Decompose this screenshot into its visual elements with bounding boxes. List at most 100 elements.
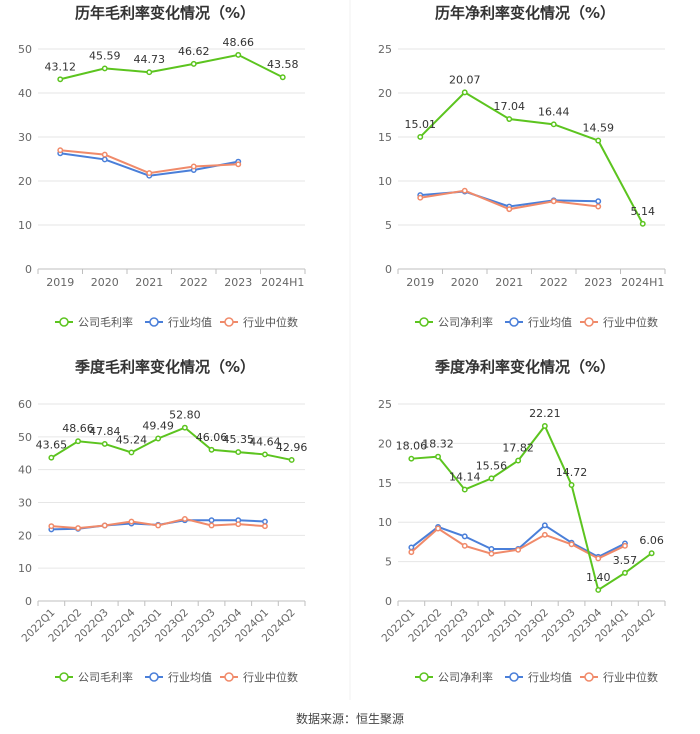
data-point-company [128,449,135,456]
data-point-company [506,116,513,122]
legend-marker [509,317,519,327]
legend-label: 行业均值 [168,316,212,329]
legend-item-company[interactable]: 公司净利率 [415,315,493,329]
data-label: 43.12 [45,60,77,73]
legend-item-median[interactable]: 行业中位数 [580,670,658,684]
data-point-median [461,187,468,194]
legend-marker [224,317,234,327]
data-point-median [488,550,495,557]
chart-title: 季度毛利率变化情况（%） [75,358,255,376]
legend-item-mean[interactable]: 行业均值 [145,316,212,329]
legend-marker [224,672,234,682]
data-point-mean [208,517,215,524]
data-point-company [101,440,108,447]
data-label: 46.06 [196,431,228,444]
legend-item-company[interactable]: 公司净利率 [415,670,493,684]
y-tick-label: 10 [378,516,392,529]
legend-label: 公司净利率 [438,315,493,329]
x-tick-label: 2024H1 [621,276,664,289]
legend-label: 行业中位数 [603,670,658,684]
y-tick-label: 20 [378,437,392,450]
chart-panel-3: 季度毛利率变化情况（%）01020304050602022Q12022Q2202… [18,358,307,684]
data-point-company [595,137,602,144]
legend-item-mean[interactable]: 行业均值 [505,316,572,329]
legend-item-median[interactable]: 行业中位数 [220,315,298,329]
data-point-median [262,523,268,530]
data-point-company [279,74,286,81]
legend-item-mean[interactable]: 行业均值 [505,671,572,684]
data-point-mean [488,546,495,552]
data-point-company [57,76,64,83]
data-label: 5.14 [631,205,656,218]
data-point-median [155,522,162,529]
data-point-median [595,555,602,562]
data-point-company [101,65,108,72]
data-label: 45.59 [89,49,121,62]
legend-label: 行业中位数 [243,670,298,684]
data-point-median [146,170,153,177]
data-point-median [515,546,522,553]
y-tick-label: 15 [378,477,392,490]
x-tick-label: 2022 [180,276,208,289]
data-point-company [288,456,295,463]
legend-item-median[interactable]: 行业中位数 [220,670,298,684]
data-point-company [648,550,655,557]
data-label: 3.57 [613,554,638,567]
data-point-median [408,549,415,556]
y-tick-label: 0 [25,263,32,276]
legend-item-mean[interactable]: 行业均值 [145,671,212,684]
legend-label: 公司净利率 [438,670,493,684]
y-tick-label: 20 [18,175,32,188]
data-label: 42.96 [276,441,308,454]
chart-title: 季度净利率变化情况（%） [435,358,615,376]
data-point-mean [595,198,602,205]
data-point-median [190,163,197,170]
x-tick-label: 2023 [584,276,612,289]
y-tick-label: 30 [18,131,32,144]
data-point-median [48,523,55,530]
data-label: 48.66 [223,36,255,49]
y-tick-label: 40 [18,87,32,100]
data-point-median [461,542,468,549]
data-point-company [208,446,215,453]
chart-title: 历年毛利率变化情况（%） [75,4,255,22]
y-tick-label: 30 [18,497,32,510]
chart-panel-1: 历年毛利率变化情况（%） 0 10 20 30 40 50 2019 2020 2021 2022 2… [18,4,306,329]
x-tick-label: 2020 [91,276,119,289]
data-point-median [101,522,108,529]
data-label: 14.72 [556,466,588,479]
data-point-company [488,475,495,482]
data-point-company [435,453,441,460]
data-point-mean [101,156,108,163]
x-tick-label: 2022 [540,276,568,289]
y-tick-label: 5 [385,219,392,232]
data-label: 45.35 [223,433,255,446]
legend-item-median[interactable]: 行业中位数 [580,315,658,329]
data-point-company [235,51,242,58]
data-point-company [639,220,646,227]
data-point-company [235,449,242,456]
data-label: 14.14 [449,471,481,484]
data-label: 14.59 [583,122,615,135]
chart-panel-2: 历年净利率变化情况（%） 0 5 10 15 20 25 2019 2020 2021 2022 20… [378,4,666,329]
legend-item-company[interactable]: 公司毛利率 [55,315,133,329]
data-label: 44.64 [249,435,281,448]
y-tick-label: 50 [18,431,32,444]
x-tick-label: 2019 [406,276,434,289]
data-point-median [550,198,557,205]
data-point-mean [262,518,268,525]
legend-label: 行业中位数 [243,315,298,329]
y-tick-label: 40 [18,464,32,477]
y-tick-label: 10 [18,219,32,232]
data-label: 17.04 [494,100,526,113]
y-tick-label: 0 [385,595,392,608]
data-point-company [515,457,522,464]
x-tick-label: 2021 [495,276,523,289]
data-point-median [622,542,628,549]
x-tick-label: 2021 [135,276,163,289]
y-tick-label: 50 [18,43,32,56]
series-line-company [419,91,644,225]
data-point-company [595,587,602,593]
legend-item-company[interactable]: 公司毛利率 [55,670,133,684]
